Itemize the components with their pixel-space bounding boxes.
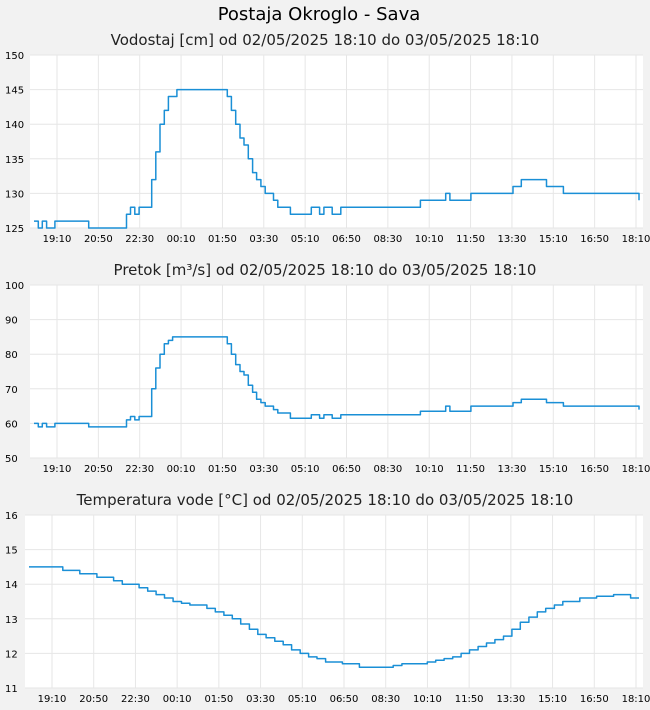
x-tick-label: 16:50 [580,234,609,245]
y-tick-label: 90 [5,316,18,327]
x-tick-label: 05:10 [291,234,320,245]
y-tick-label: 135 [5,155,24,166]
x-tick-label: 13:30 [498,464,527,475]
x-tick-label: 01:50 [204,694,233,705]
x-tick-label: 15:10 [538,694,567,705]
chart-title: Vodostaj [cm] od 02/05/2025 18:10 do 03/… [111,31,540,49]
page-title: Postaja Okroglo - Sava [218,4,421,25]
x-tick-label: 19:10 [38,694,67,705]
x-tick-label: 11:50 [455,694,484,705]
y-tick-label: 145 [5,86,24,97]
x-tick-label: 00:10 [163,694,192,705]
x-tick-label: 15:10 [539,464,568,475]
x-tick-label: 08:30 [373,464,402,475]
y-tick-label: 14 [5,580,18,591]
x-tick-label: 15:10 [539,234,568,245]
x-tick-label: 20:50 [79,694,108,705]
y-tick-label: 15 [5,546,18,557]
x-tick-label: 00:10 [167,234,196,245]
x-tick-label: 11:50 [456,234,485,245]
x-tick-label: 19:10 [43,464,72,475]
x-tick-label: 19:10 [43,234,72,245]
plot-area [30,285,643,458]
chart-1: Pretok [m³/s] od 02/05/2025 18:10 do 03/… [5,261,650,475]
x-tick-label: 20:50 [84,464,113,475]
x-tick-label: 03:30 [246,694,275,705]
x-tick-label: 10:10 [415,464,444,475]
x-tick-label: 13:30 [498,234,527,245]
x-tick-label: 22:30 [121,694,150,705]
x-tick-label: 22:30 [125,464,154,475]
x-tick-label: 01:50 [208,234,237,245]
x-tick-label: 16:50 [580,464,609,475]
y-tick-label: 11 [5,684,18,695]
x-tick-label: 16:50 [580,694,609,705]
y-tick-label: 80 [5,350,18,361]
y-tick-label: 130 [5,189,24,200]
x-tick-label: 18:10 [622,464,650,475]
x-tick-label: 05:10 [288,694,317,705]
x-tick-label: 20:50 [84,234,113,245]
charts-container: Vodostaj [cm] od 02/05/2025 18:10 do 03/… [5,31,650,705]
y-tick-label: 125 [5,224,24,235]
plot-area [25,515,643,688]
x-tick-label: 06:50 [332,234,361,245]
chart-2: Temperatura vode [°C] od 02/05/2025 18:1… [5,491,650,705]
x-tick-label: 08:30 [371,694,400,705]
x-tick-label: 10:10 [413,694,442,705]
y-tick-label: 12 [5,649,18,660]
x-tick-label: 01:50 [208,464,237,475]
chart-title: Pretok [m³/s] od 02/05/2025 18:10 do 03/… [114,261,537,279]
y-tick-label: 140 [5,120,24,131]
chart-0: Vodostaj [cm] od 02/05/2025 18:10 do 03/… [5,31,650,245]
x-tick-label: 05:10 [291,464,320,475]
x-tick-label: 22:30 [125,234,154,245]
y-tick-label: 150 [5,51,24,62]
y-tick-label: 13 [5,615,18,626]
plot-area [30,55,643,228]
series-line [34,336,640,428]
x-tick-label: 06:50 [332,464,361,475]
series-line [34,88,640,229]
chart-title: Temperatura vode [°C] od 02/05/2025 18:1… [76,491,574,509]
x-tick-label: 18:10 [622,694,650,705]
x-tick-label: 06:50 [330,694,359,705]
x-tick-label: 08:30 [373,234,402,245]
y-tick-label: 60 [5,419,18,430]
y-tick-label: 50 [5,454,18,465]
x-tick-label: 03:30 [249,464,278,475]
x-tick-label: 03:30 [249,234,278,245]
series-line [29,566,639,668]
y-tick-label: 70 [5,385,18,396]
y-tick-label: 16 [5,511,18,522]
y-tick-label: 100 [5,281,24,292]
x-tick-label: 18:10 [622,234,650,245]
x-tick-label: 00:10 [167,464,196,475]
x-tick-label: 10:10 [415,234,444,245]
x-tick-label: 13:30 [496,694,525,705]
x-tick-label: 11:50 [456,464,485,475]
